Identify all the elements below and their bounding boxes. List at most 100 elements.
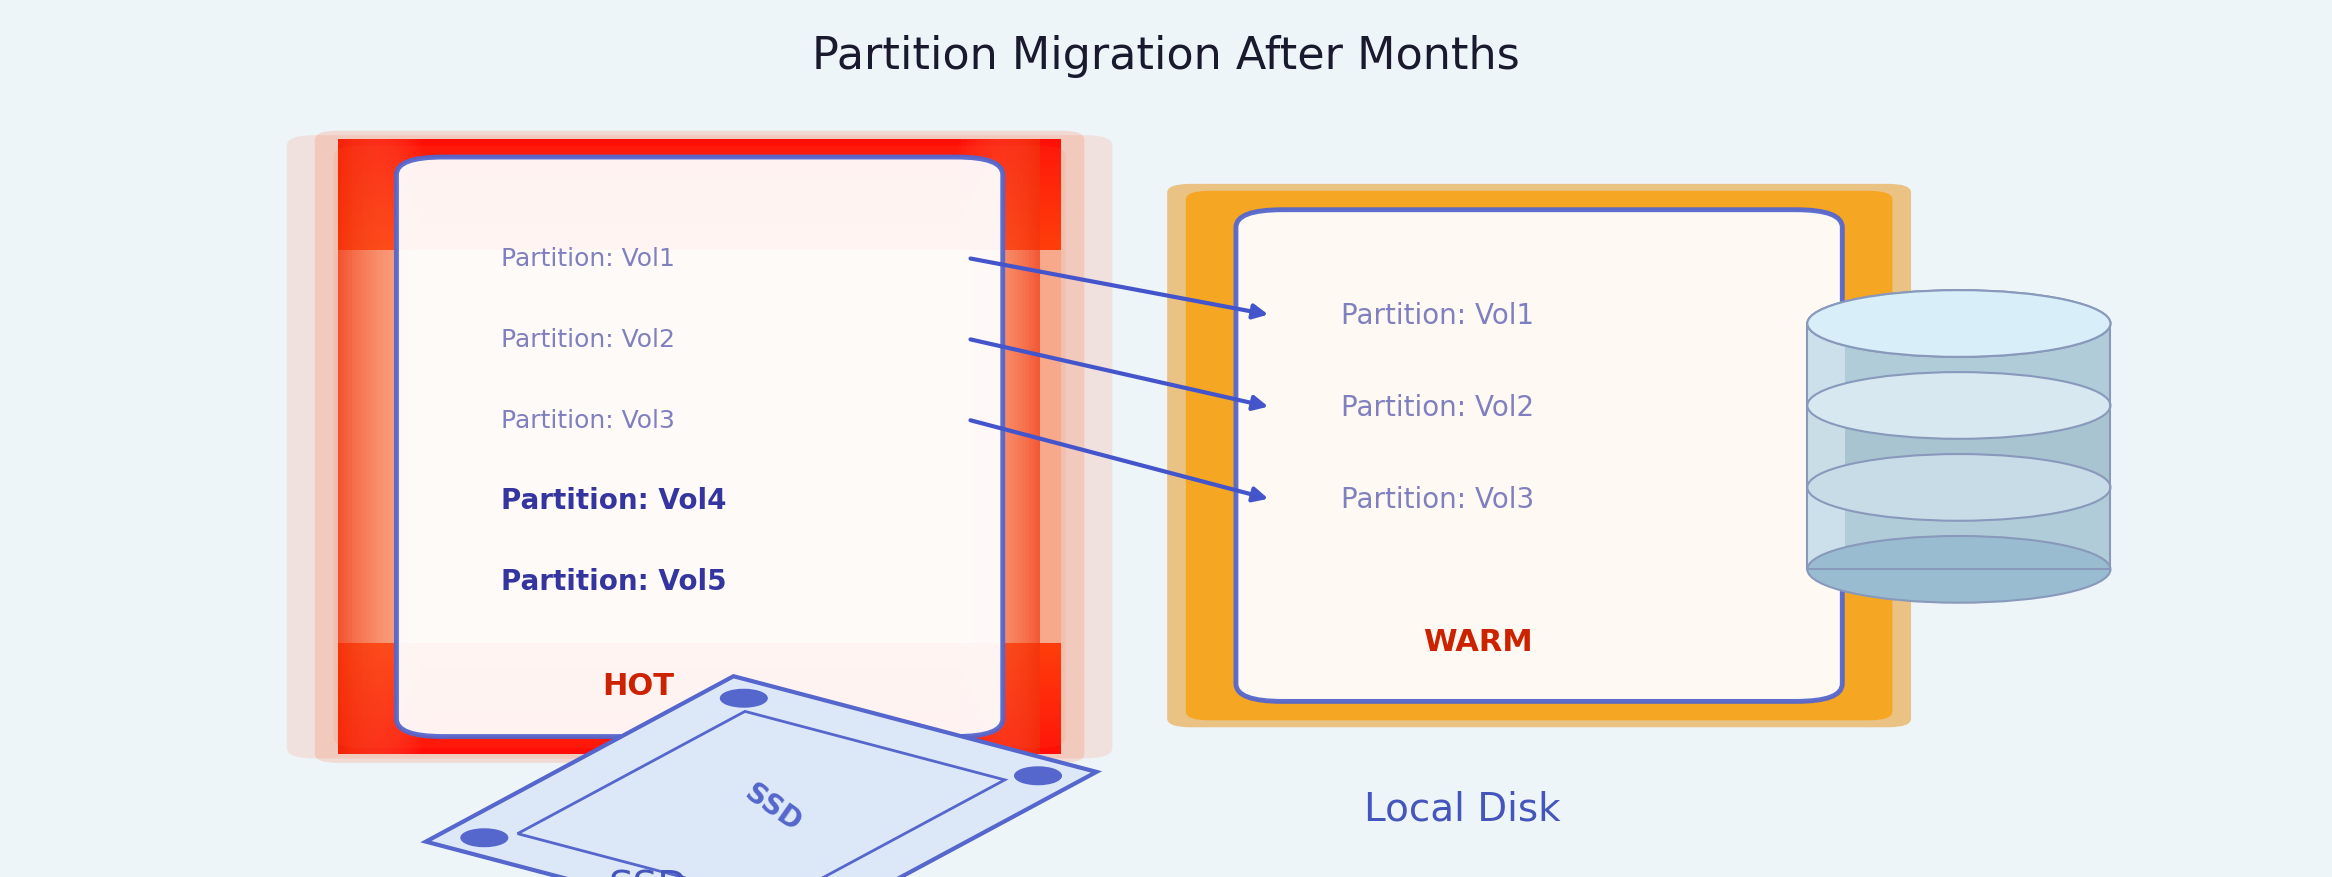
Bar <box>986 140 989 754</box>
FancyBboxPatch shape <box>396 158 1003 737</box>
Bar <box>1026 140 1028 754</box>
Text: Partition: Vol4: Partition: Vol4 <box>501 487 728 515</box>
Text: Partition Migration After Months: Partition Migration After Months <box>812 35 1520 78</box>
Bar <box>1012 140 1014 754</box>
Bar <box>417 140 420 754</box>
Bar <box>338 207 1061 210</box>
Bar <box>338 152 1061 155</box>
Bar <box>338 330 1061 368</box>
Text: SSD: SSD <box>609 868 688 877</box>
Bar <box>338 743 1061 747</box>
Bar <box>338 217 1061 221</box>
Bar <box>338 244 1061 247</box>
Text: HOT: HOT <box>602 671 674 701</box>
Bar <box>338 239 1061 244</box>
Bar <box>338 196 1061 199</box>
Ellipse shape <box>1807 373 2110 439</box>
Bar <box>338 214 1061 217</box>
Bar <box>399 140 403 754</box>
Bar <box>338 408 1061 447</box>
Bar <box>385 140 389 754</box>
Bar <box>338 174 1061 177</box>
Bar <box>338 739 1061 743</box>
Text: SSD: SSD <box>739 778 807 836</box>
Bar <box>1035 140 1038 754</box>
Bar <box>366 140 368 754</box>
Bar <box>338 695 1061 699</box>
Bar <box>1000 140 1003 754</box>
Bar <box>361 140 364 754</box>
Bar <box>338 159 1061 162</box>
Bar <box>1014 140 1017 754</box>
Bar <box>338 721 1061 724</box>
Bar <box>1038 140 1040 754</box>
Bar <box>1031 140 1035 754</box>
Bar <box>392 140 394 754</box>
Bar <box>965 140 968 754</box>
Bar <box>984 140 986 754</box>
Bar <box>357 140 361 754</box>
Bar <box>413 140 417 754</box>
Bar <box>338 170 1061 174</box>
Bar <box>956 140 958 754</box>
Bar <box>338 189 1061 192</box>
Bar <box>1017 140 1021 754</box>
Bar <box>338 674 1061 677</box>
Bar <box>338 199 1061 203</box>
Bar <box>338 177 1061 181</box>
Bar <box>380 140 382 754</box>
Bar <box>408 140 410 754</box>
Bar <box>982 140 984 754</box>
Bar <box>338 210 1061 214</box>
Bar <box>1807 324 2110 570</box>
Bar <box>1807 488 2110 570</box>
Bar <box>338 447 1061 487</box>
Bar <box>368 140 371 754</box>
Text: Local Disk: Local Disk <box>1364 789 1560 827</box>
Bar <box>338 677 1061 681</box>
Bar <box>996 140 998 754</box>
Bar <box>1024 140 1026 754</box>
Bar <box>338 140 340 754</box>
Bar <box>382 140 385 754</box>
Bar <box>968 140 970 754</box>
Bar <box>410 140 413 754</box>
Bar <box>338 669 1061 674</box>
Bar <box>338 655 1061 659</box>
Bar <box>338 684 1061 688</box>
Bar <box>338 666 1061 669</box>
Bar <box>998 140 1000 754</box>
Bar <box>970 140 972 754</box>
Bar <box>338 604 1061 644</box>
Bar <box>338 732 1061 736</box>
Text: Partition: Vol3: Partition: Vol3 <box>501 408 676 432</box>
Bar <box>338 692 1061 695</box>
Text: Partition: Vol2: Partition: Vol2 <box>1341 394 1534 422</box>
Bar <box>340 140 343 754</box>
Bar <box>406 140 408 754</box>
Bar <box>338 714 1061 717</box>
Bar <box>338 706 1061 710</box>
Bar <box>1807 406 1845 488</box>
Bar <box>993 140 996 754</box>
Circle shape <box>721 689 767 707</box>
Ellipse shape <box>1807 291 2110 358</box>
Bar <box>350 140 352 754</box>
Ellipse shape <box>1807 291 2110 358</box>
Bar <box>1007 140 1010 754</box>
Circle shape <box>1014 767 1061 785</box>
Bar <box>338 236 1061 239</box>
Bar <box>338 203 1061 207</box>
Bar <box>338 192 1061 196</box>
Bar <box>352 140 354 754</box>
Bar <box>338 147 1061 152</box>
Ellipse shape <box>1807 537 2110 603</box>
Bar <box>958 140 961 754</box>
Bar <box>338 729 1061 732</box>
Bar <box>371 140 375 754</box>
Bar <box>1807 406 2110 488</box>
Bar <box>396 140 399 754</box>
Bar <box>338 647 1061 651</box>
Bar <box>338 162 1061 166</box>
Bar <box>338 229 1061 232</box>
